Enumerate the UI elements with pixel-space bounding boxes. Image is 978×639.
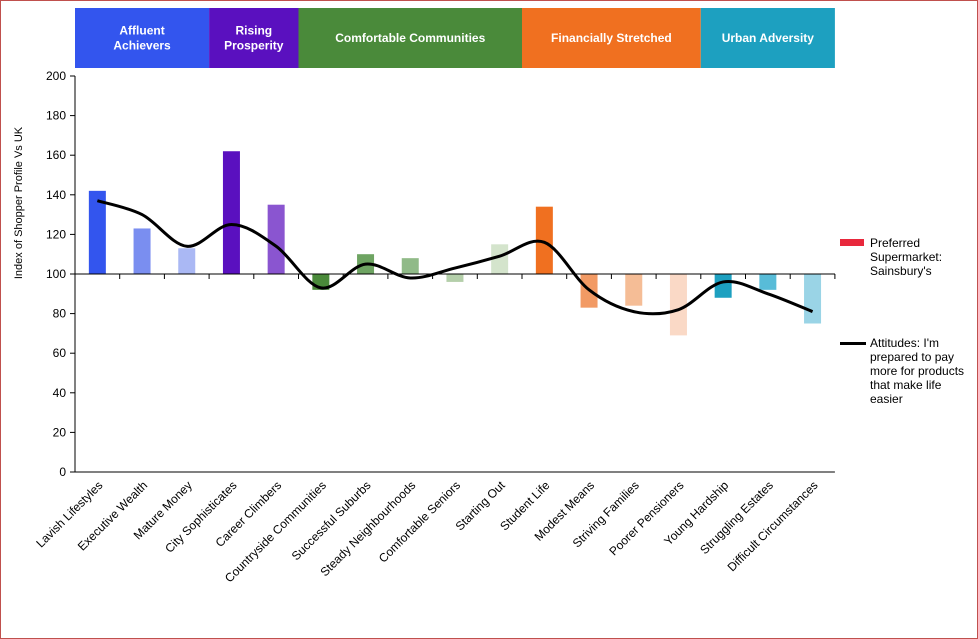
bar-15 xyxy=(759,274,777,290)
group-header-4 xyxy=(700,8,835,68)
bar-12 xyxy=(625,274,643,306)
group-header-label-0: Affluent Achievers xyxy=(113,24,171,53)
attitudes-line xyxy=(96,199,814,316)
y-tick-label-5: 100 xyxy=(46,267,66,281)
bars xyxy=(75,151,835,336)
group-header-1 xyxy=(209,8,299,68)
bar-9 xyxy=(491,244,509,274)
y-tick-label-2: 40 xyxy=(53,386,67,400)
bar-8 xyxy=(446,274,464,282)
y-tick-label-4: 80 xyxy=(53,307,67,321)
y-tick-label-1: 20 xyxy=(53,425,67,439)
legend-swatch-line xyxy=(840,342,866,345)
bar-7 xyxy=(401,258,419,274)
y-tick-label-6: 120 xyxy=(46,227,66,241)
x-tick-label-13: Poorer Pensioners xyxy=(606,478,686,558)
group-header-label-1: Rising Prosperity xyxy=(224,24,284,53)
x-tick-label-16: Difficult Circumstances xyxy=(725,478,821,574)
legend-label-bar: Preferred Supermarket: Sainsbury's xyxy=(870,236,943,278)
y-tick-label-8: 160 xyxy=(46,148,66,162)
bar-13 xyxy=(669,274,687,336)
legend-item-bar: Preferred Supermarket: Sainsbury's xyxy=(840,236,970,278)
group-header-0 xyxy=(75,8,210,68)
bar-2 xyxy=(178,248,196,274)
group-header-band: Affluent Achievers Rising Prosperity Comfort… xyxy=(75,8,835,68)
bar-10 xyxy=(535,206,553,274)
x-tick-label-8: Comfortable Seniors xyxy=(376,478,463,565)
y-tick-label-7: 140 xyxy=(46,188,66,202)
y-tick-label-10: 200 xyxy=(46,69,66,83)
y-tick-label-9: 180 xyxy=(46,109,66,123)
legend-label-line: Attitudes: I'm prepared to pay more for … xyxy=(870,336,965,406)
bar-3 xyxy=(222,151,240,274)
y-axis-label: Index of Shopper Profile Vs UK xyxy=(13,126,25,279)
group-header-label-3: Financially Stretched xyxy=(551,31,672,45)
bar-4 xyxy=(267,204,285,274)
group-header-3 xyxy=(522,8,701,68)
legend-swatch-bar xyxy=(840,239,864,246)
group-header-label-2: Comfortable Communities xyxy=(335,31,485,45)
group-header-label-4: Urban Adversity xyxy=(722,31,815,45)
group-header-2 xyxy=(298,8,522,68)
bar-14 xyxy=(714,274,732,298)
bar-16 xyxy=(804,274,822,324)
bar-0 xyxy=(88,190,106,274)
line-series xyxy=(96,199,814,316)
y-tick-label-3: 60 xyxy=(53,346,67,360)
legend-item-line: Attitudes: I'm prepared to pay more for … xyxy=(840,336,970,406)
bar-1 xyxy=(133,228,151,274)
x-tick-label-6: Successful Suburbs xyxy=(289,478,374,563)
y-tick-label-0: 0 xyxy=(59,465,66,479)
